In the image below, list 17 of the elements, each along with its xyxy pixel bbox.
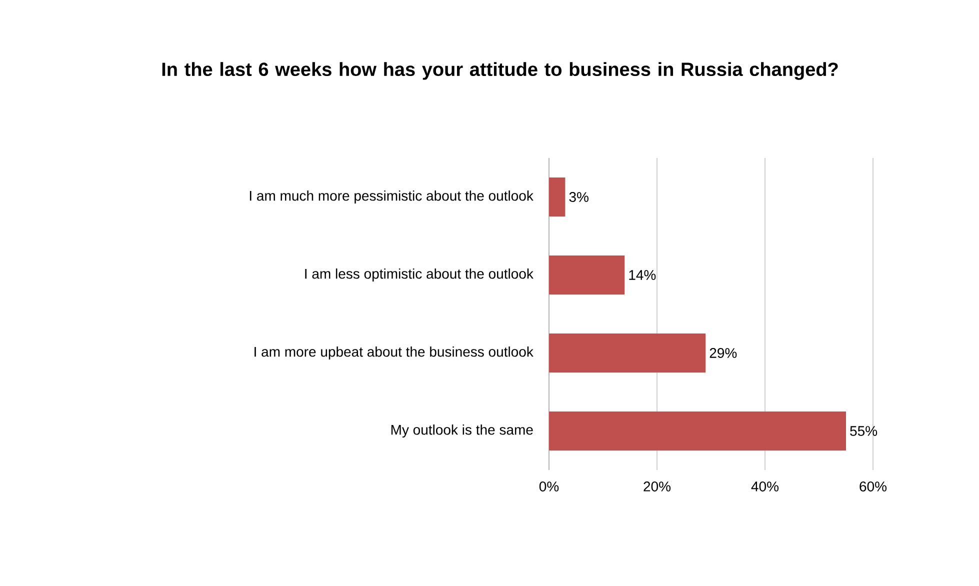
y-tick-label: I am more upbeat about the business outlook	[254, 346, 534, 360]
x-tick-label: 0%	[539, 482, 559, 492]
chart-title: In the last 6 weeks how has your attitude to business in Russia changed?	[162, 62, 838, 80]
x-tick-label: 60%	[860, 482, 887, 492]
x-tick-label: 40%	[751, 482, 779, 492]
x-tick-label: 20%	[644, 482, 671, 492]
y-tick-label: I am much more pessimistic about the outlook	[250, 190, 534, 204]
bar	[549, 334, 706, 372]
data-label: 29%	[710, 348, 737, 358]
data-label: 3%	[569, 192, 588, 202]
data-label: 55%	[850, 426, 878, 436]
bar	[549, 412, 846, 451]
y-tick-label: My outlook is the same	[391, 424, 533, 438]
y-tick-label: I am less optimistic about the outlook	[305, 268, 534, 282]
data-label: 14%	[629, 270, 656, 280]
bar	[549, 256, 625, 294]
bar	[549, 178, 566, 216]
